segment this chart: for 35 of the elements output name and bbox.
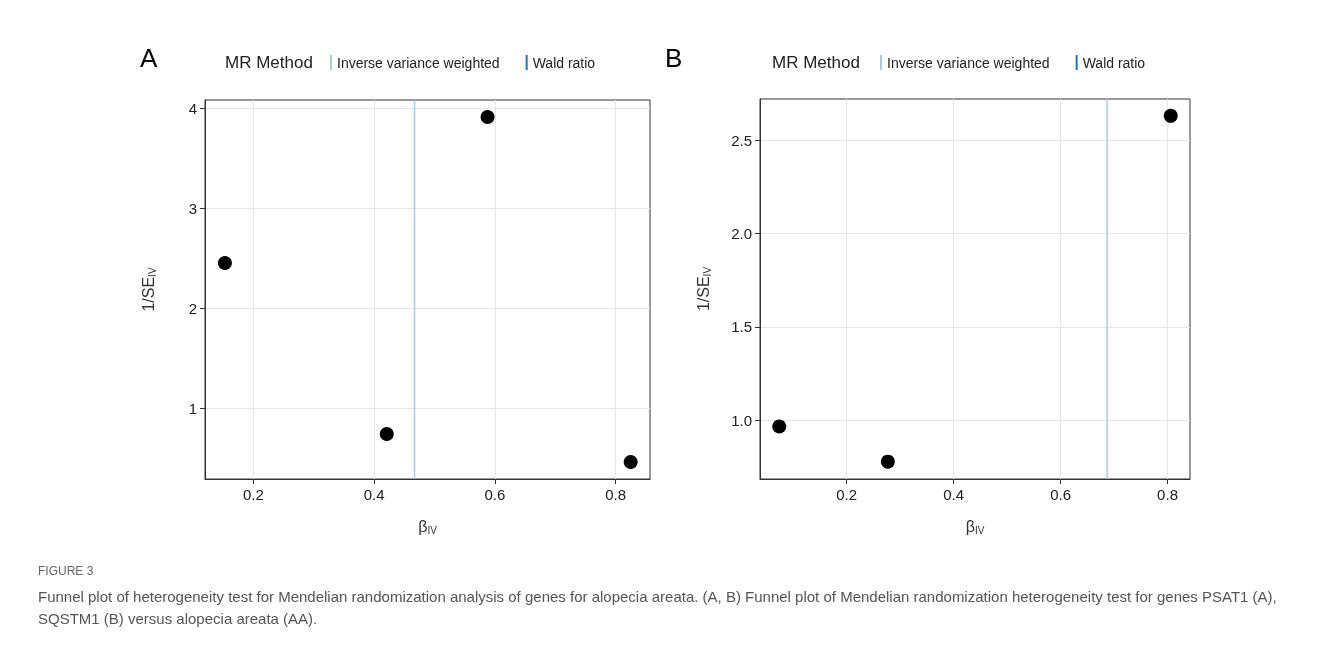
- y-axis-title: 1/SEIV: [694, 266, 713, 312]
- point: [880, 454, 895, 469]
- ref-line-label: Inverse variance weighted: [337, 54, 500, 71]
- legend-label: Wald ratio: [1082, 54, 1146, 71]
- point: [772, 419, 787, 434]
- legend-title: MR Method: [225, 53, 313, 72]
- point: [1163, 108, 1178, 123]
- legend-label: Inverse variance weighted: [887, 54, 1050, 71]
- x-tick-label: 0.2: [242, 486, 264, 503]
- point: [480, 110, 495, 124]
- point: [623, 455, 638, 469]
- x-tick-label: 0.2: [836, 486, 858, 503]
- chart-title: B: [665, 43, 683, 73]
- x-tick-label: 0.6: [484, 486, 506, 503]
- text: Funnel plot of heterogeneity test for Mendelian randomization analysis of genes for alopecia areata. (A, B) Funnel plot of Mendelian randomization heterogeneity test for genes PSAT1 (A), SQSTM1 (B) versus alopecia areata (AA).: [38, 587, 1278, 629]
- x-tick-label: 0.4: [943, 486, 965, 503]
- y-tick-label: 1: [188, 399, 197, 417]
- y-tick-label: 3: [188, 199, 197, 217]
- y-tick-label: 1.5: [731, 318, 752, 336]
- x-tick-label: 0.8: [1157, 486, 1178, 503]
- y-axis-title: 1/SEIV: [139, 267, 158, 312]
- y-tick-label: 4: [188, 99, 197, 117]
- caption: FIGURE 3: [38, 563, 95, 580]
- x-tick-label: 0.6: [1050, 486, 1071, 503]
- y-tick-label: 2.0: [731, 225, 752, 243]
- point: [217, 256, 232, 270]
- x-tick-label: 0.4: [363, 486, 385, 503]
- chart-title: A: [140, 43, 158, 73]
- y-tick-label: 1.0: [731, 411, 752, 429]
- y-tick-label: 2: [188, 299, 197, 317]
- legend-title: MR Method: [772, 53, 860, 72]
- x-tick-label: 0.8: [605, 486, 627, 503]
- point: [379, 427, 394, 441]
- legend-label: Wald ratio: [532, 54, 596, 71]
- y-tick-label: 2.5: [731, 131, 752, 149]
